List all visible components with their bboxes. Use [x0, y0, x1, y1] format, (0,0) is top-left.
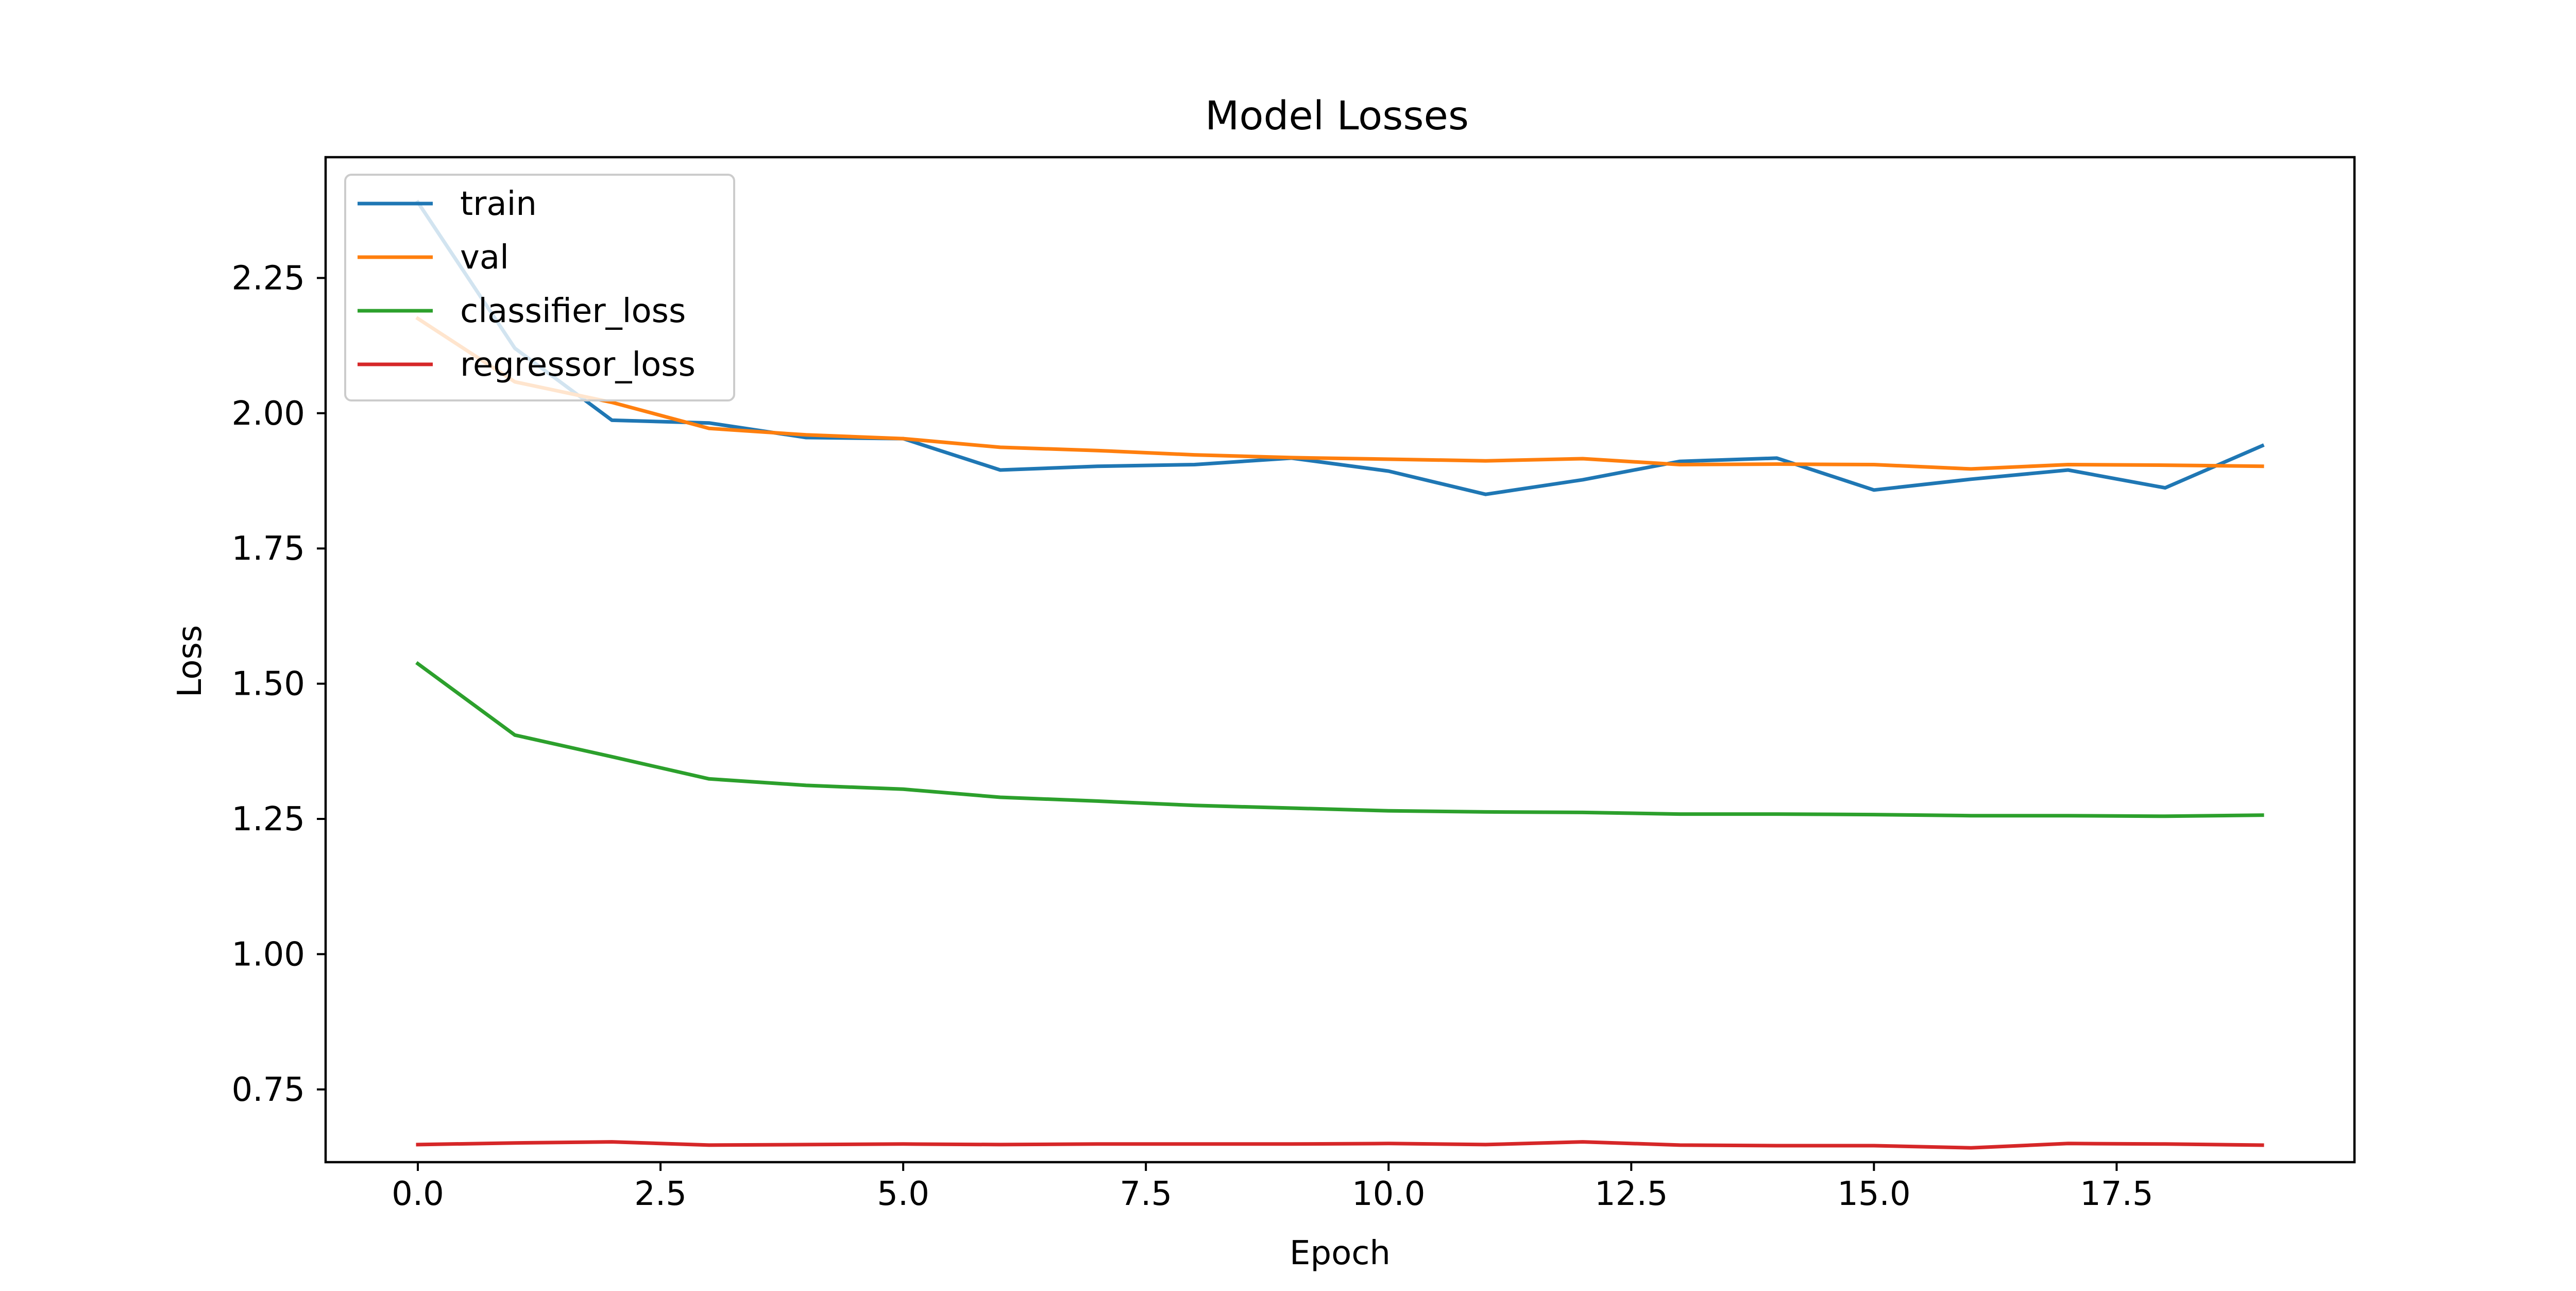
- x-axis: 0.0 2.5 5.0 7.5 10.0 12.5 15.0 17.5: [392, 1162, 2154, 1213]
- y-tick-label: 2.25: [232, 259, 306, 297]
- x-tick-label: 5.0: [877, 1175, 929, 1213]
- y-axis-label: Loss: [171, 625, 209, 697]
- y-axis: 0.75 1.00 1.25 1.50 1.75 2.00 2.25: [232, 259, 326, 1109]
- legend-label: train: [460, 185, 537, 223]
- x-tick-label: 12.5: [1595, 1175, 1668, 1213]
- x-tick-label: 2.5: [634, 1175, 687, 1213]
- legend-label: classifier_loss: [460, 292, 686, 330]
- y-tick-label: 1.50: [232, 665, 306, 703]
- legend-label: regressor_loss: [460, 346, 696, 384]
- x-tick-label: 0.0: [392, 1175, 444, 1213]
- plot-frame: [324, 156, 2356, 1164]
- legend-box: [344, 174, 735, 401]
- series-layer: [415, 199, 2265, 1150]
- y-tick-label: 1.00: [232, 935, 306, 974]
- series-line-train: [415, 199, 2265, 496]
- y-tick-label: 0.75: [232, 1071, 306, 1109]
- legend-label: val: [460, 239, 509, 277]
- x-tick-label: 17.5: [2080, 1175, 2154, 1213]
- series-line-val: [415, 316, 2264, 471]
- y-tick-label: 1.25: [232, 800, 306, 839]
- x-tick-label: 15.0: [1837, 1175, 1911, 1213]
- legend: train val classifier_loss regressor_loss: [344, 174, 735, 401]
- y-tick-label: 2.00: [232, 395, 306, 433]
- x-tick-label: 10.0: [1352, 1175, 1426, 1213]
- series-line-classifier-loss: [415, 661, 2264, 818]
- x-tick-label: 7.5: [1120, 1175, 1172, 1213]
- x-axis-label: Epoch: [1290, 1234, 1391, 1272]
- series-line-regressor-loss: [416, 1140, 2264, 1150]
- chart-title: Model Losses: [1205, 93, 1469, 139]
- y-tick-label: 1.75: [232, 530, 306, 568]
